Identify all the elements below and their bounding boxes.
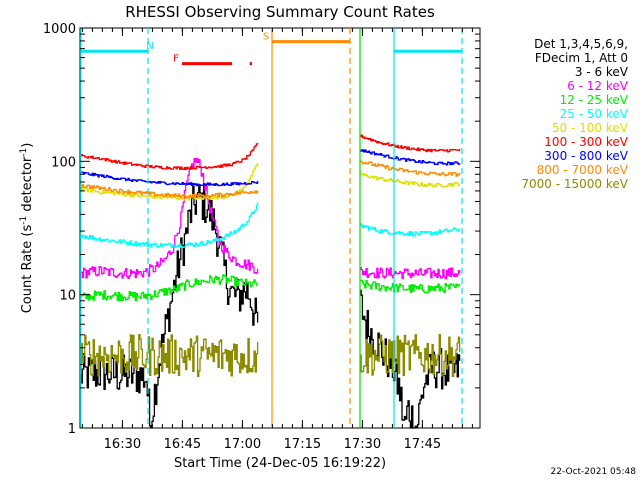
legend-entry-4: 50 - 100 keV	[552, 121, 629, 135]
flag-label-3: F	[173, 54, 179, 65]
series-6-line-segment-1	[360, 149, 461, 166]
legend-entry-8: 7000 - 15000 keV	[521, 177, 628, 191]
legend-entry-2: 12 - 25 keV	[560, 93, 629, 107]
x-axis: 16:30 16:45 17:00 17:15 17:30 17:45	[81, 28, 473, 452]
y-axis-label-sup1: -1	[19, 216, 29, 225]
chart-title: RHESSI Observing Summary Count Rates	[125, 3, 435, 21]
series-3	[80, 202, 461, 249]
series-2-line-segment-0	[80, 274, 259, 301]
series-7-line-segment-1	[360, 160, 461, 177]
series-7-line-segment-0	[80, 184, 259, 199]
series-0-line-segment-0	[80, 184, 259, 429]
x-tick-label-0: 16:30	[104, 437, 141, 452]
series-6	[80, 149, 461, 187]
y-axis-label-sup2: -1	[19, 148, 29, 157]
flag-layer: N S F	[80, 32, 462, 66]
timestamp: 22-Oct-2021 05:48	[551, 467, 637, 477]
x-tick-label-2: 17:00	[224, 437, 261, 452]
y-axis-label-part3: )	[20, 143, 35, 148]
series-8	[80, 333, 461, 378]
y-axis: 1 10 100 1000	[43, 22, 480, 437]
plot-frame	[79, 27, 481, 429]
y-tick-label-3: 1000	[43, 22, 76, 37]
x-tick-label-4: 17:30	[344, 437, 381, 452]
vline-layer	[80, 28, 463, 428]
y-tick-label-2: 100	[51, 155, 76, 170]
y-tick-label-1: 10	[59, 289, 76, 304]
series-4-line-segment-1	[360, 172, 461, 188]
x-tick-label-3: 17:15	[284, 437, 321, 452]
series-0	[80, 184, 461, 429]
x-tick-label-1: 16:45	[164, 437, 201, 452]
flag-label-0: N	[146, 41, 153, 52]
x-axis-label: Start Time (24-Dec-05 16:19:22)	[174, 456, 386, 471]
series-5-line-segment-0	[80, 143, 259, 170]
legend-entry-5: 100 - 300 keV	[544, 135, 628, 149]
x-tick-label-5: 17:45	[404, 437, 441, 452]
series-layer	[80, 134, 461, 429]
series-3-line-segment-1	[360, 223, 461, 237]
series-1-line-segment-0	[80, 157, 259, 279]
series-2-line-segment-1	[360, 279, 461, 294]
flag-label-1: S	[263, 32, 269, 43]
series-5-line-segment-1	[360, 134, 461, 153]
legend: Det 1,3,4,5,6,9, FDecim 1, Att 0 3 - 6 k…	[521, 37, 628, 191]
legend-entry-3: 25 - 50 keV	[560, 107, 629, 121]
series-8-line-segment-0	[80, 333, 259, 378]
series-8-line-segment-1	[360, 333, 461, 378]
legend-entry-6: 300 - 800 keV	[544, 149, 628, 163]
series-6-line-segment-0	[80, 171, 259, 187]
y-tick-label-0: 1	[68, 422, 76, 437]
legend-header-line1: Det 1,3,4,5,6,9,	[534, 37, 628, 51]
y-axis-label-part2: detector	[20, 156, 35, 216]
series-3-line-segment-0	[80, 202, 259, 249]
y-axis-label-part1: Count Rate (s	[20, 225, 35, 314]
plot-area: N S F	[79, 27, 481, 429]
legend-entry-0: 3 - 6 keV	[575, 65, 629, 79]
legend-entry-1: 6 - 12 keV	[567, 79, 629, 93]
series-5	[80, 134, 461, 170]
y-axis-label: Count Rate (s-1 detector-1)	[19, 143, 35, 314]
series-1	[80, 157, 461, 280]
legend-header-line2: FDecim 1, Att 0	[535, 51, 628, 65]
series-7	[80, 160, 461, 199]
series-1-line-segment-1	[360, 266, 461, 280]
series-2	[80, 274, 461, 301]
legend-entry-7: 800 - 7000 keV	[537, 163, 629, 177]
